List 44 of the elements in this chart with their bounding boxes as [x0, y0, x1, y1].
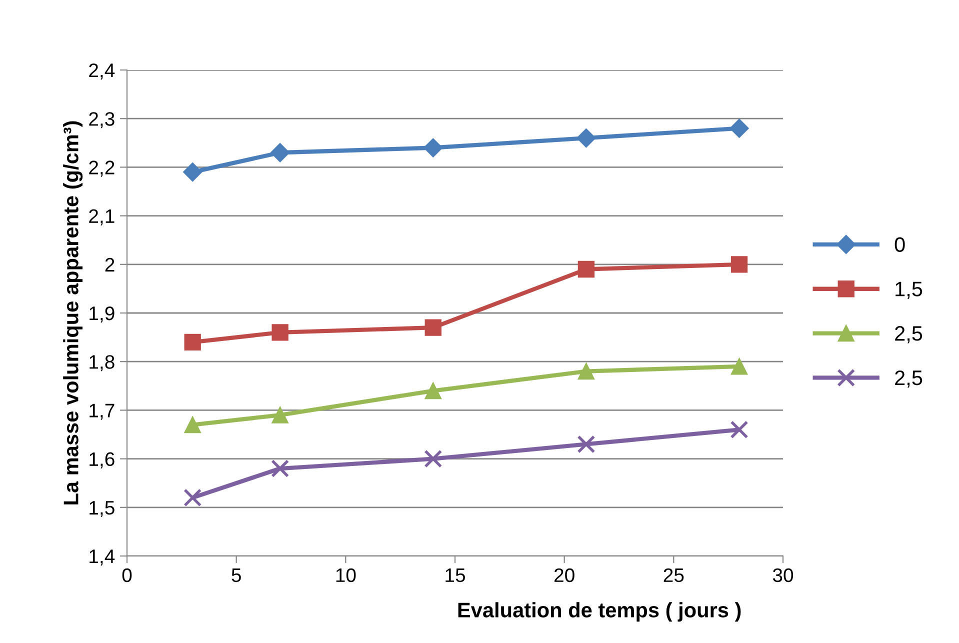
y-tick-label: 1,6	[90, 452, 114, 468]
point	[730, 118, 749, 138]
point	[272, 406, 288, 424]
y-tick-label: 1,7	[90, 404, 114, 420]
point	[272, 324, 288, 341]
x-tick-label: 5	[232, 568, 241, 582]
point	[270, 143, 290, 162]
y-tick-label: 1,5	[90, 501, 114, 517]
x-tick-label: 0	[122, 568, 132, 582]
y-tick-label: 1,8	[90, 355, 114, 372]
y-tick-label: 2,4	[89, 63, 115, 80]
y-tick-label: 2,3	[89, 112, 114, 128]
point	[184, 488, 202, 507]
legend-label: 1,5	[896, 282, 922, 299]
legend-label: 0	[894, 237, 905, 252]
y-tick-label: 2,2	[89, 160, 114, 177]
x-tick-label: 10	[336, 568, 356, 582]
x-tick-label: 25	[664, 568, 684, 582]
y-tick-label: 1,9	[90, 306, 114, 323]
x-tick-label: 20	[554, 568, 574, 582]
legend-label: 2,5	[895, 370, 922, 388]
y-tick-label: 1,4	[90, 550, 115, 566]
point	[730, 256, 748, 273]
point	[424, 319, 442, 336]
point	[577, 435, 596, 454]
y-tick-label: 2,1	[89, 209, 114, 226]
x-axis-title: Evaluation de temps ( jours )	[458, 602, 741, 622]
y-axis-title: La masse volumique apparente (g/cm³)	[63, 121, 83, 504]
x-tick-label: 15	[446, 568, 465, 582]
legend-label: 2,5	[895, 326, 922, 344]
point	[184, 416, 201, 434]
point	[730, 358, 748, 375]
point	[424, 450, 442, 468]
point	[576, 128, 596, 148]
y-tick-label: 2	[105, 258, 114, 272]
point	[183, 162, 202, 182]
point	[578, 260, 595, 278]
x-tick-label: 30	[772, 568, 794, 582]
point	[424, 382, 442, 400]
point	[271, 459, 290, 478]
point	[184, 334, 201, 350]
point	[424, 138, 443, 158]
point	[578, 362, 595, 380]
point	[730, 420, 748, 439]
